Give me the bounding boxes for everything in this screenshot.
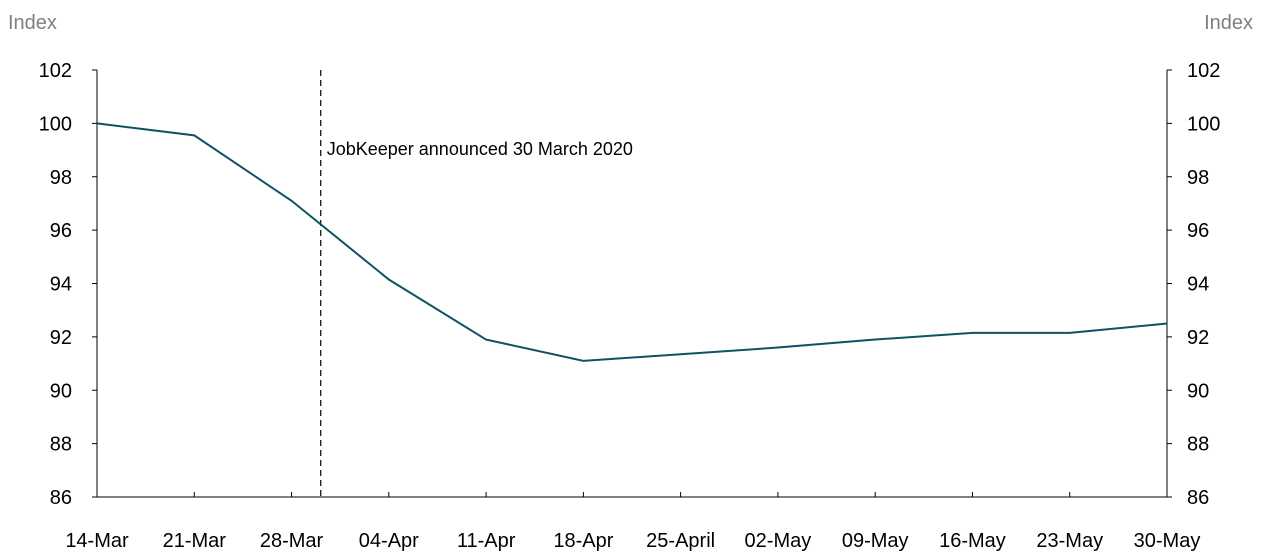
y-left-tick-label: 92 <box>50 327 72 349</box>
x-tick-label: 25-April <box>646 530 715 552</box>
axis-ticks <box>92 69 1172 498</box>
x-tick-label: 04-Apr <box>359 530 419 552</box>
y-right-tick-label: 96 <box>1187 220 1209 242</box>
y-left-tick-label: 98 <box>50 167 72 189</box>
y-left-tick-label: 94 <box>50 274 72 296</box>
jobkeeper-annotation-text: JobKeeper announced 30 March 2020 <box>327 139 633 159</box>
series-line <box>96 122 1168 362</box>
x-tick-label: 18-Apr <box>553 530 613 552</box>
y-right-tick-label: 88 <box>1187 434 1209 456</box>
y-left-tick-label: 90 <box>50 380 72 402</box>
y-right-tick-label: 94 <box>1187 274 1209 296</box>
y-right-tick-label: 100 <box>1187 113 1220 135</box>
y-right-tick-label: 86 <box>1187 487 1209 509</box>
y-right-tick-label: 90 <box>1187 380 1209 402</box>
x-tick-label: 09-May <box>842 530 909 552</box>
y-left-tick-label: 102 <box>39 60 72 82</box>
x-tick-label: 23-May <box>1036 530 1103 552</box>
x-tick-label: 30-May <box>1134 530 1201 552</box>
x-tick-labels: 14-Mar 21-Mar 28-Mar 04-Apr 11-Apr 18-Apr 25-A… <box>65 530 1200 552</box>
y-right-tick-label: 98 <box>1187 167 1209 189</box>
x-tick-label: 11-Apr <box>457 530 516 552</box>
x-tick-label: 02-May <box>745 530 812 552</box>
y-right-unit-label: Index <box>1204 12 1253 34</box>
x-tick-label: 16-May <box>939 530 1006 552</box>
y-left-tick-label: 86 <box>50 487 72 509</box>
y-right-tick-label: 92 <box>1187 327 1209 349</box>
x-tick-label: 21-Mar <box>163 530 227 552</box>
y-right-tick-label: 102 <box>1187 60 1220 82</box>
y-left-unit-label: Index <box>8 12 57 34</box>
y-tick-labels: 86 86 88 88 90 90 92 92 94 94 96 96 98 98 100 100 102 102 <box>39 60 1221 509</box>
x-tick-label: 14-Mar <box>65 530 129 552</box>
y-left-tick-label: 100 <box>39 113 72 135</box>
y-left-tick-label: 96 <box>50 220 72 242</box>
x-tick-label: 28-Mar <box>260 530 324 552</box>
y-left-tick-label: 88 <box>50 434 72 456</box>
